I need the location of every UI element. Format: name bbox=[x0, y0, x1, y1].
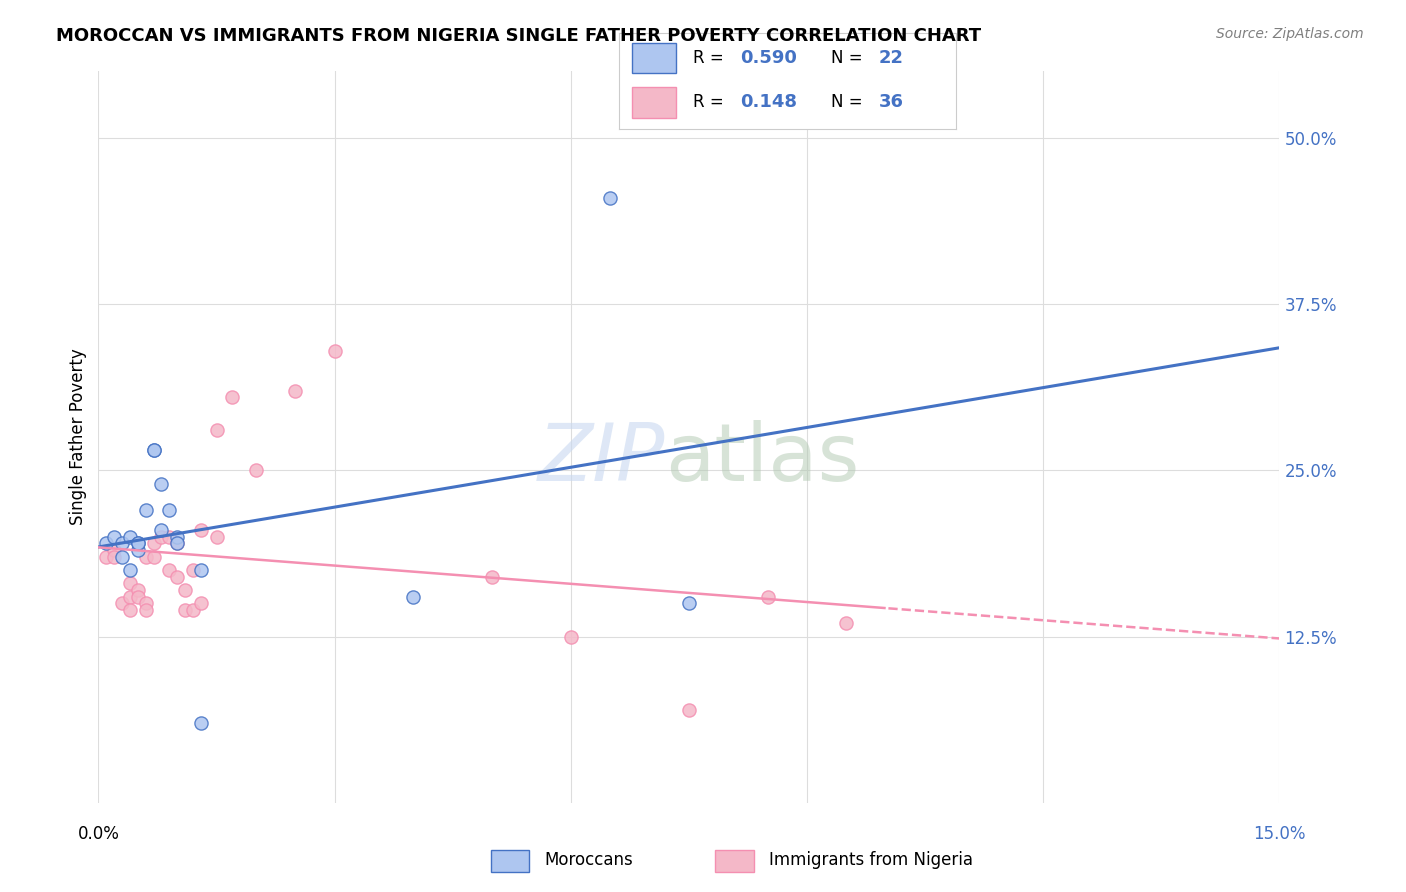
Point bbox=[181, 563, 204, 577]
Point bbox=[103, 543, 125, 558]
Point bbox=[103, 549, 125, 564]
Point bbox=[481, 570, 503, 584]
Point bbox=[127, 543, 149, 558]
Point bbox=[142, 549, 165, 564]
Point bbox=[756, 590, 779, 604]
Point bbox=[118, 590, 141, 604]
Point bbox=[245, 463, 267, 477]
Point bbox=[835, 616, 858, 631]
Point bbox=[157, 530, 180, 544]
Text: 0.148: 0.148 bbox=[740, 94, 797, 112]
Point bbox=[221, 390, 243, 404]
Text: Immigrants from Nigeria: Immigrants from Nigeria bbox=[769, 851, 973, 869]
Point bbox=[127, 590, 149, 604]
Point bbox=[118, 603, 141, 617]
Point bbox=[166, 570, 188, 584]
Point bbox=[599, 191, 621, 205]
Point bbox=[150, 523, 173, 537]
Text: N =: N = bbox=[831, 49, 868, 67]
Text: MOROCCAN VS IMMIGRANTS FROM NIGERIA SINGLE FATHER POVERTY CORRELATION CHART: MOROCCAN VS IMMIGRANTS FROM NIGERIA SING… bbox=[56, 27, 981, 45]
FancyBboxPatch shape bbox=[491, 849, 529, 872]
Point bbox=[96, 549, 118, 564]
Point bbox=[174, 582, 197, 597]
FancyBboxPatch shape bbox=[716, 849, 754, 872]
Text: N =: N = bbox=[831, 94, 868, 112]
Point bbox=[150, 530, 173, 544]
Point bbox=[166, 530, 188, 544]
Point bbox=[118, 576, 141, 591]
Text: 0.0%: 0.0% bbox=[77, 825, 120, 843]
Text: 15.0%: 15.0% bbox=[1253, 825, 1306, 843]
Text: 36: 36 bbox=[879, 94, 904, 112]
FancyBboxPatch shape bbox=[633, 43, 676, 73]
Point bbox=[111, 549, 134, 564]
Point bbox=[135, 596, 157, 610]
Point bbox=[118, 530, 141, 544]
Point bbox=[323, 343, 346, 358]
Point bbox=[190, 523, 212, 537]
Y-axis label: Single Father Poverty: Single Father Poverty bbox=[69, 349, 87, 525]
Point bbox=[678, 596, 700, 610]
Point bbox=[142, 536, 165, 550]
Text: Moroccans: Moroccans bbox=[546, 851, 634, 869]
Point bbox=[190, 596, 212, 610]
Point bbox=[284, 384, 307, 398]
Point bbox=[174, 603, 197, 617]
Point bbox=[166, 536, 188, 550]
Point bbox=[560, 630, 582, 644]
Point bbox=[402, 590, 425, 604]
Point bbox=[135, 503, 157, 517]
Text: 22: 22 bbox=[879, 49, 904, 67]
Point bbox=[103, 530, 125, 544]
Point bbox=[127, 536, 149, 550]
Point bbox=[135, 603, 157, 617]
Point bbox=[678, 703, 700, 717]
Point bbox=[135, 549, 157, 564]
Point bbox=[166, 536, 188, 550]
Point bbox=[205, 530, 228, 544]
Point bbox=[190, 716, 212, 731]
Text: R =: R = bbox=[693, 49, 728, 67]
Point bbox=[205, 424, 228, 438]
Point bbox=[118, 563, 141, 577]
Point bbox=[127, 582, 149, 597]
Text: atlas: atlas bbox=[665, 420, 859, 498]
Text: R =: R = bbox=[693, 94, 728, 112]
Point bbox=[157, 563, 180, 577]
FancyBboxPatch shape bbox=[633, 87, 676, 118]
Text: Source: ZipAtlas.com: Source: ZipAtlas.com bbox=[1216, 27, 1364, 41]
Point bbox=[142, 443, 165, 458]
Point bbox=[127, 536, 149, 550]
Point bbox=[111, 536, 134, 550]
Point bbox=[181, 603, 204, 617]
Text: ZIP: ZIP bbox=[538, 420, 665, 498]
Point bbox=[157, 503, 180, 517]
Text: 0.590: 0.590 bbox=[740, 49, 797, 67]
Point bbox=[190, 563, 212, 577]
Point bbox=[150, 476, 173, 491]
Point bbox=[111, 596, 134, 610]
Point bbox=[142, 443, 165, 458]
Point bbox=[96, 536, 118, 550]
